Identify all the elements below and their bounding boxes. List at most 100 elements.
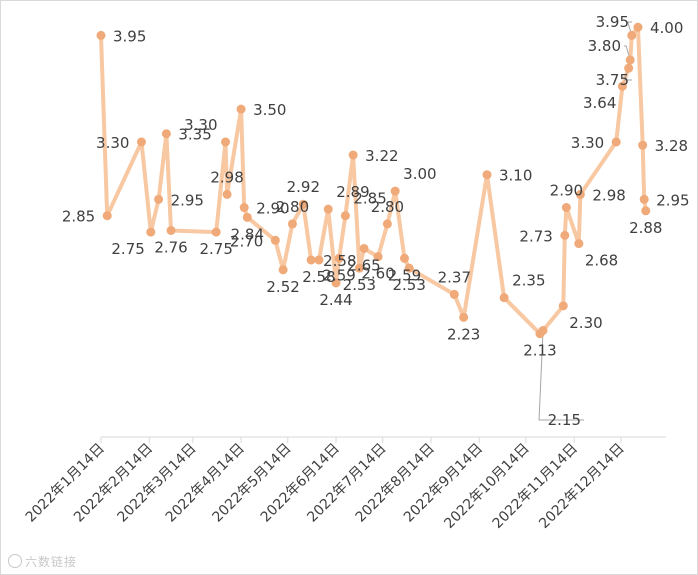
data-label: 3.10 bbox=[499, 167, 532, 185]
data-label: 2.90 bbox=[550, 182, 583, 200]
data-label: 2.95 bbox=[171, 191, 204, 209]
data-label: 2.75 bbox=[111, 240, 144, 258]
data-point bbox=[404, 263, 414, 273]
data-point bbox=[617, 81, 627, 91]
data-label: 2.59 bbox=[388, 266, 421, 284]
data-point bbox=[390, 186, 400, 196]
data-label: 2.85 bbox=[353, 190, 386, 208]
data-point bbox=[239, 203, 249, 213]
watermark-logo-icon bbox=[8, 554, 22, 568]
data-label: 4.00 bbox=[650, 19, 683, 37]
data-label: 2.85 bbox=[62, 208, 95, 226]
data-point bbox=[633, 22, 643, 32]
data-point bbox=[624, 63, 634, 73]
watermark-text: 六数链接 bbox=[25, 555, 78, 569]
label-leader bbox=[538, 330, 584, 421]
data-label: 2.73 bbox=[519, 227, 552, 245]
data-label: 2.80 bbox=[371, 198, 404, 216]
data-label: 2.59 bbox=[322, 266, 355, 284]
data-point bbox=[242, 212, 252, 222]
data-point bbox=[575, 189, 585, 199]
data-label: 2.15 bbox=[548, 411, 581, 429]
data-point bbox=[161, 129, 171, 139]
data-label: 3.95 bbox=[596, 13, 629, 31]
data-label: 3.30 bbox=[184, 116, 217, 134]
data-point bbox=[561, 203, 571, 213]
data-label: 2.76 bbox=[154, 238, 187, 256]
data-point bbox=[382, 219, 392, 229]
data-label: 2.98 bbox=[592, 186, 625, 204]
data-point bbox=[331, 278, 341, 288]
data-label: 2.37 bbox=[438, 268, 471, 286]
data-point bbox=[166, 225, 176, 235]
data-label: 3.80 bbox=[588, 37, 621, 55]
data-point bbox=[639, 194, 649, 204]
data-label: 3.75 bbox=[596, 71, 629, 89]
x-tick-label: 2022年10月14日 bbox=[441, 441, 532, 532]
data-label: 2.84 bbox=[231, 225, 264, 243]
data-label: 2.23 bbox=[447, 325, 480, 343]
data-point bbox=[627, 30, 637, 40]
data-label: 2.53 bbox=[343, 276, 376, 294]
data-label: 3.35 bbox=[178, 126, 211, 144]
data-label: 2.58 bbox=[323, 252, 356, 270]
data-label: 2.95 bbox=[656, 191, 689, 209]
data-label: 2.44 bbox=[319, 291, 352, 309]
data-label: 2.70 bbox=[230, 232, 263, 250]
data-label: 2.58 bbox=[302, 268, 335, 286]
data-point bbox=[560, 230, 570, 240]
data-label: 3.30 bbox=[96, 134, 129, 152]
x-axis-ticks bbox=[100, 437, 622, 443]
data-point bbox=[641, 206, 651, 216]
data-point bbox=[359, 243, 369, 253]
data-point bbox=[638, 140, 648, 150]
data-point bbox=[306, 255, 316, 265]
data-label: 3.28 bbox=[655, 137, 688, 155]
x-axis-tick-labels: 2022年1月14日2022年2月14日2022年3月14日2022年4月14日… bbox=[23, 441, 628, 532]
data-point bbox=[340, 211, 350, 221]
data-label: 2.98 bbox=[210, 168, 243, 186]
label-leader bbox=[624, 45, 631, 61]
x-tick-label: 2022年7月14日 bbox=[304, 441, 389, 526]
data-label: 2.68 bbox=[585, 252, 618, 270]
data-point bbox=[102, 211, 112, 221]
data-label: 3.64 bbox=[583, 94, 616, 112]
x-tick-label: 2022年5月14日 bbox=[209, 441, 294, 526]
data-label: 2.80 bbox=[276, 198, 309, 216]
watermark: 六数链接 bbox=[8, 553, 77, 570]
data-point bbox=[278, 265, 288, 275]
data-point bbox=[323, 204, 333, 214]
data-point bbox=[334, 253, 344, 263]
data-label: 2.90 bbox=[256, 200, 289, 218]
x-tick-label: 2022年1月14日 bbox=[23, 441, 108, 526]
data-label: 3.95 bbox=[113, 27, 146, 45]
data-point bbox=[558, 301, 568, 311]
data-point bbox=[314, 255, 324, 265]
x-tick-label: 2022年11月14日 bbox=[490, 441, 581, 532]
data-point bbox=[146, 227, 156, 237]
data-point bbox=[400, 253, 410, 263]
data-points bbox=[96, 22, 651, 339]
data-point bbox=[96, 30, 106, 40]
data-label: 2.88 bbox=[629, 219, 662, 237]
data-point bbox=[154, 194, 164, 204]
x-tick-label: 2022年3月14日 bbox=[115, 441, 200, 526]
data-point bbox=[236, 104, 246, 114]
data-label: 2.13 bbox=[523, 342, 556, 360]
data-point bbox=[625, 55, 635, 65]
data-label: 2.89 bbox=[336, 183, 369, 201]
data-point bbox=[298, 199, 308, 209]
data-point bbox=[611, 137, 621, 147]
data-point bbox=[222, 189, 232, 199]
data-label: 2.35 bbox=[512, 272, 545, 290]
data-point bbox=[348, 150, 358, 160]
data-label: 2.60 bbox=[361, 265, 394, 283]
data-point bbox=[459, 312, 469, 322]
x-tick-label: 2022年12月14日 bbox=[536, 441, 627, 532]
data-label: 2.30 bbox=[569, 314, 602, 332]
data-label: 3.30 bbox=[571, 134, 604, 152]
data-label: 3.50 bbox=[253, 101, 286, 119]
data-point bbox=[499, 293, 509, 303]
